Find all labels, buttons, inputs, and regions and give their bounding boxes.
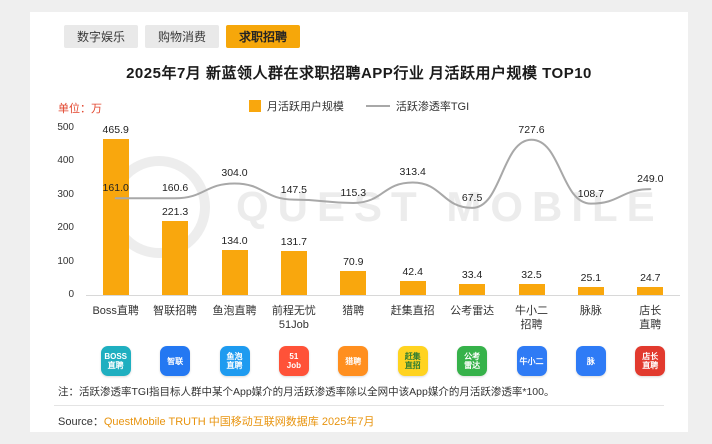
bar-value-label: 25.1 <box>580 271 602 284</box>
tgi-value-label: 160.6 <box>161 182 189 195</box>
category-label: Boss直聘 <box>92 305 139 317</box>
qianchengwuyou-51job-app-icon: 51 Job <box>278 346 309 376</box>
bar-value-label: 221.3 <box>161 206 189 219</box>
unit-label: 单位：万 <box>58 103 102 115</box>
category-label: 店长直聘 <box>639 305 662 331</box>
gongkao-leida-app-icon: 公考 雷达 <box>457 346 488 376</box>
maimai-app-icon: 脉 <box>575 346 606 376</box>
category-label: 鱼泡直聘 <box>212 305 257 317</box>
bar <box>162 221 189 295</box>
tgi-line <box>114 138 652 209</box>
tgi-value-label: 304.0 <box>221 167 248 180</box>
bar-value-label: 134.0 <box>221 235 248 248</box>
category-tabs: 数字娱乐 购物消费 求职招聘 <box>64 25 301 48</box>
y-tick-label: 200 <box>57 222 74 234</box>
tab-digital-entertainment[interactable]: 数字娱乐 <box>64 25 139 48</box>
tgi-value-label: 313.4 <box>399 166 426 179</box>
report-card: 数字娱乐 购物消费 求职招聘 2025年7月 新蓝领人群在求职招聘APP行业 月… <box>30 12 688 432</box>
zhilian-zhaopin-app-icon: 智联 <box>160 346 191 376</box>
bar-value-label: 465.9 <box>102 124 129 137</box>
niuxiaoer-zhaopin-app-icon: 牛小二 <box>516 346 547 376</box>
bar-value-label: 32.5 <box>521 269 542 282</box>
source-label: Source： <box>58 416 104 428</box>
plot-area: QUEST MOBILE 465.9 161.0 221.3 160.6 134.0 30… <box>86 124 680 296</box>
category-label: 智联招聘 <box>153 305 198 317</box>
source-content: QuestMobile TRUTH 中国移动互联网数据库 2025年7月 <box>103 416 375 428</box>
bar-value-label: 33.4 <box>461 268 483 281</box>
bar <box>280 251 307 295</box>
category-label: 猎聘 <box>342 305 365 317</box>
bar <box>577 286 604 295</box>
bar-legend-label: 月活跃用户规模 <box>266 101 344 113</box>
category-label: 牛小二 招聘 <box>515 305 548 331</box>
bar <box>518 284 545 295</box>
tgi-value-label: 147.5 <box>280 183 308 196</box>
tgi-value-label: 161.0 <box>102 182 129 195</box>
bar <box>637 286 664 295</box>
boss-zhipin-app-icon: BOSS 直聘 <box>100 346 131 376</box>
yupao-zhipin-app-icon: 鱼泡 直聘 <box>219 346 250 376</box>
bar <box>102 139 129 295</box>
footnote: 注：活跃渗透率TGI指目标人群中某个App媒介的月活跃渗透率除以全网中该App媒… <box>58 386 555 398</box>
x-axis-labels: Boss直聘 智联招聘 鱼泡直聘 前程无忧 51Job 猎聘 赶集直招 公考雷达 牛小二 招聘… <box>86 304 680 338</box>
dianzhang-zhipin-app-icon: 店长 直聘 <box>635 346 666 376</box>
y-tick-label: 100 <box>57 255 74 267</box>
tgi-value-label: 67.5 <box>461 191 483 204</box>
questmobile-watermark: QUEST MOBILE <box>108 156 664 258</box>
app-icons-row: BOSS 直聘 智联 鱼泡 直聘 51 Job 猎聘 赶集 直招 公考 雷达 牛小二脉店长 直… <box>86 346 680 378</box>
line-legend-swatch <box>365 105 390 107</box>
category-label: 前程无忧 51Job <box>271 305 316 331</box>
liepin-app-icon: 猎聘 <box>338 346 369 376</box>
bar-value-label: 70.9 <box>343 256 364 269</box>
ganji-zhizhao-app-icon: 赶集 直招 <box>397 346 428 376</box>
tgi-value-label: 249.0 <box>637 173 664 186</box>
chart-legend: 月活跃用户规模 活跃渗透率TGI <box>30 98 688 114</box>
y-tick-label: 300 <box>57 188 74 200</box>
bar-legend-swatch <box>248 100 261 112</box>
divider <box>54 405 664 406</box>
category-label: 公考雷达 <box>450 305 495 317</box>
bar <box>399 280 426 295</box>
bar-value-label: 42.4 <box>402 265 423 278</box>
bar-value-label: 131.7 <box>280 236 308 249</box>
line-legend-label: 活跃渗透率TGI <box>395 101 470 113</box>
y-tick-label: 0 <box>68 289 74 300</box>
bar <box>340 271 367 295</box>
tab-job-recruitment[interactable]: 求职招聘 <box>226 25 301 48</box>
y-tick-label: 500 <box>57 122 74 133</box>
tgi-value-label: 115.3 <box>340 186 367 199</box>
source-line: Source：QuestMobile TRUTH 中国移动互联网数据库 2025… <box>58 413 374 429</box>
chart-title: 2025年7月 新蓝领人群在求职招聘APP行业 月活跃用户规模 TOP10 <box>126 65 592 82</box>
bar <box>221 250 248 295</box>
tab-shopping-consumption[interactable]: 购物消费 <box>145 25 220 48</box>
tgi-value-label: 108.7 <box>577 187 605 200</box>
category-label: 赶集直招 <box>390 305 435 317</box>
watermark-text: QUEST MOBILE <box>236 183 664 230</box>
y-tick-label: 400 <box>57 155 74 167</box>
y-axis: 0 100 200 300 400 500 <box>36 122 80 300</box>
bar-value-label: 24.7 <box>640 271 661 284</box>
bar <box>459 283 486 295</box>
category-label: 脉脉 <box>579 305 602 317</box>
tgi-value-label: 727.6 <box>518 123 545 136</box>
